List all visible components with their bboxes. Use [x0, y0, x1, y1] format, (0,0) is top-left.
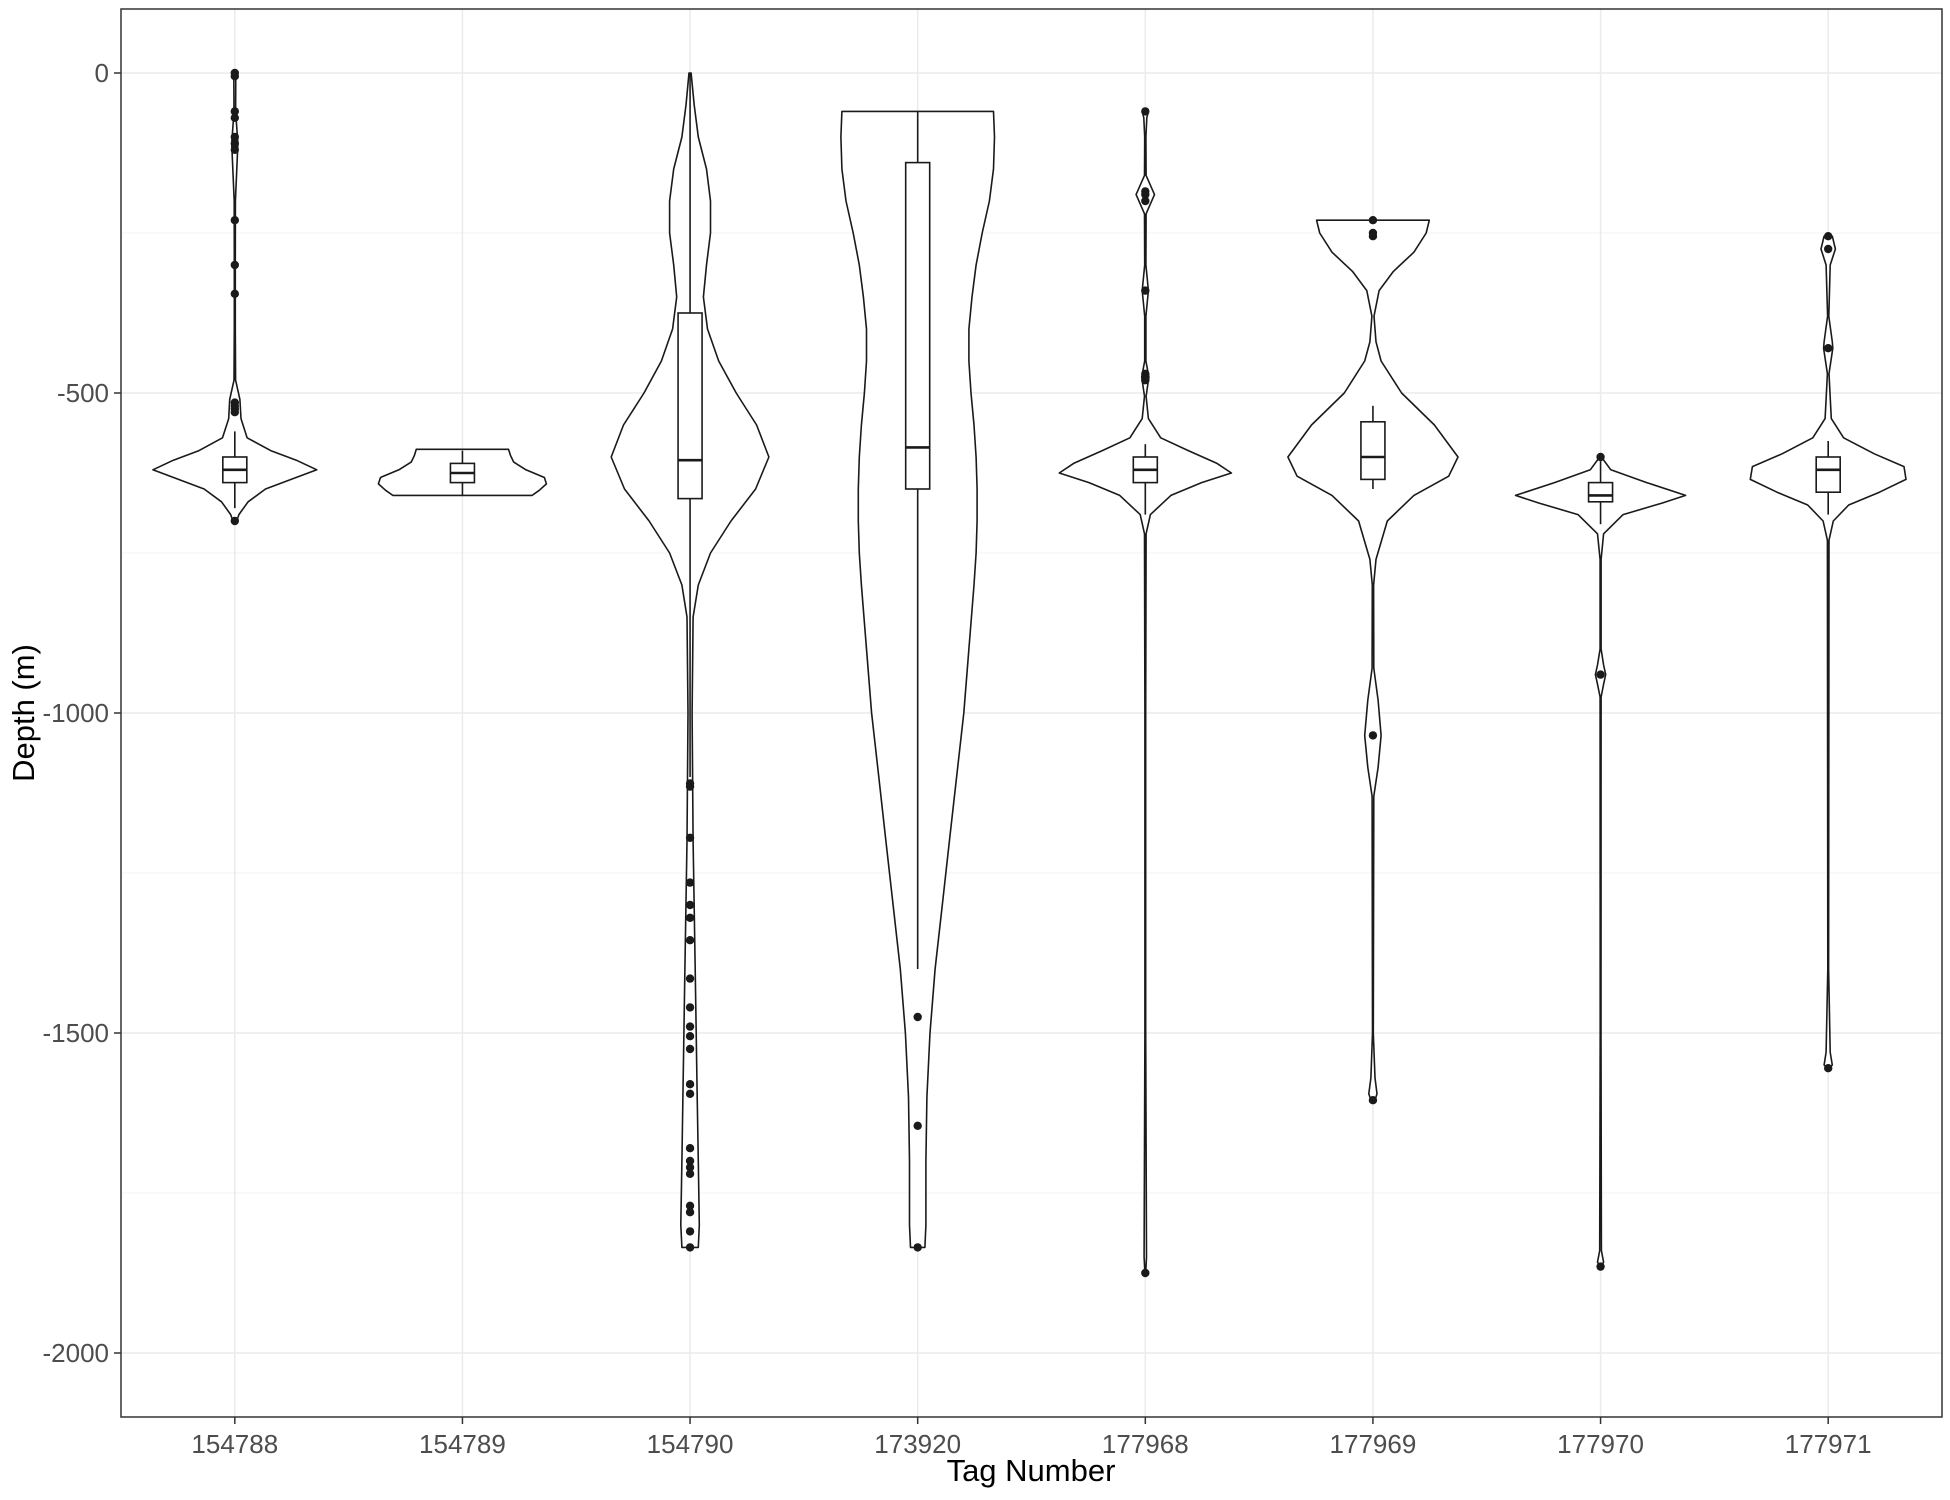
outlier-point: [230, 260, 240, 270]
outlier-point: [1823, 232, 1833, 241]
outlier-point: [913, 1121, 922, 1131]
x-tick-label: 177971: [1785, 1429, 1872, 1459]
violin-group-154790: [610, 72, 770, 1252]
outlier-point: [1141, 376, 1150, 385]
violin-group-177971: [1749, 232, 1907, 1073]
outlier-point: [685, 1208, 695, 1217]
outlier-point: [230, 408, 240, 417]
outlier-point: [685, 913, 695, 922]
outlier-point: [685, 1044, 695, 1054]
box: [1360, 420, 1386, 481]
y-tick-label: -500: [57, 378, 109, 408]
box: [677, 312, 703, 500]
y-tick-label: -2000: [43, 1338, 110, 1368]
outlier-point: [1368, 1096, 1378, 1105]
outlier-point: [685, 833, 695, 842]
outlier-point: [230, 113, 240, 123]
outlier-point: [685, 782, 695, 791]
outlier-point: [230, 145, 240, 154]
x-axis-ticks: 154788 154789 154790 173920 177968 177969 1779…: [191, 1417, 1872, 1459]
violin-group-173920: [840, 110, 996, 1252]
outlier-point: [685, 1201, 695, 1211]
violin-group-177968: [1058, 107, 1233, 1278]
outlier-point: [230, 132, 240, 142]
outlier-point: [913, 1243, 922, 1252]
box: [1587, 481, 1614, 503]
outlier-point: [1368, 232, 1378, 241]
outlier-point: [1141, 196, 1150, 206]
x-tick-label: 177969: [1330, 1429, 1417, 1459]
outlier-point: [1596, 1262, 1605, 1271]
outlier-point: [230, 72, 240, 81]
outlier-point: [1141, 369, 1150, 378]
outlier-point: [1823, 344, 1833, 353]
outlier-point: [230, 216, 240, 225]
outlier-point: [230, 516, 240, 526]
x-tick-label: 177970: [1557, 1429, 1644, 1459]
outlier-point: [685, 1227, 695, 1236]
outlier-point: [230, 289, 240, 298]
outlier-point: [685, 936, 695, 945]
x-axis-title: Tag Number: [947, 1453, 1116, 1488]
outlier-point: [1823, 244, 1833, 254]
y-axis-ticks: 0 -500 -1000 -1500 -2000: [43, 58, 121, 1368]
x-tick-label: 154790: [647, 1429, 734, 1459]
y-tick-label: 0: [95, 58, 109, 88]
outlier-point: [685, 1163, 695, 1172]
outlier-point: [685, 1156, 695, 1166]
outlier-point: [1596, 452, 1605, 462]
outlier-point: [1596, 670, 1605, 679]
violin-group-154788: [152, 68, 318, 526]
outlier-point: [1141, 190, 1150, 199]
x-tick-label: 173920: [874, 1429, 961, 1459]
outlier-point: [685, 1089, 695, 1099]
outlier-point: [685, 1032, 695, 1041]
outlier-point: [913, 1012, 922, 1022]
violin-group-177969: [1287, 216, 1459, 1105]
y-tick-label: -1000: [43, 698, 110, 728]
outlier-point: [685, 900, 695, 910]
box: [904, 161, 931, 490]
outlier-point: [1823, 1064, 1833, 1073]
violins: [152, 68, 1907, 1278]
box: [1815, 456, 1841, 494]
outlier-point: [1368, 731, 1378, 740]
x-tick-label: 177968: [1102, 1429, 1189, 1459]
violin-group-154789: [377, 448, 548, 497]
y-axis-title: Depth (m): [6, 644, 41, 782]
x-tick-label: 154788: [191, 1429, 278, 1459]
outlier-point: [1368, 216, 1378, 225]
outlier-point: [685, 1022, 695, 1031]
outlier-point: [230, 107, 240, 116]
outlier-point: [685, 974, 695, 983]
outlier-point: [1141, 1268, 1150, 1278]
outlier-point: [685, 1080, 695, 1089]
outlier-point: [685, 1003, 695, 1012]
outlier-point: [1141, 107, 1150, 116]
outlier-point: [685, 878, 695, 887]
y-tick-label: -1500: [43, 1018, 110, 1048]
outlier-point: [230, 139, 240, 148]
outlier-point: [685, 1243, 695, 1252]
x-tick-label: 154789: [419, 1429, 506, 1459]
violin-group-177970: [1514, 452, 1687, 1271]
outlier-point: [685, 1169, 695, 1179]
outlier-point: [685, 1144, 695, 1153]
outlier-point: [1141, 286, 1150, 295]
